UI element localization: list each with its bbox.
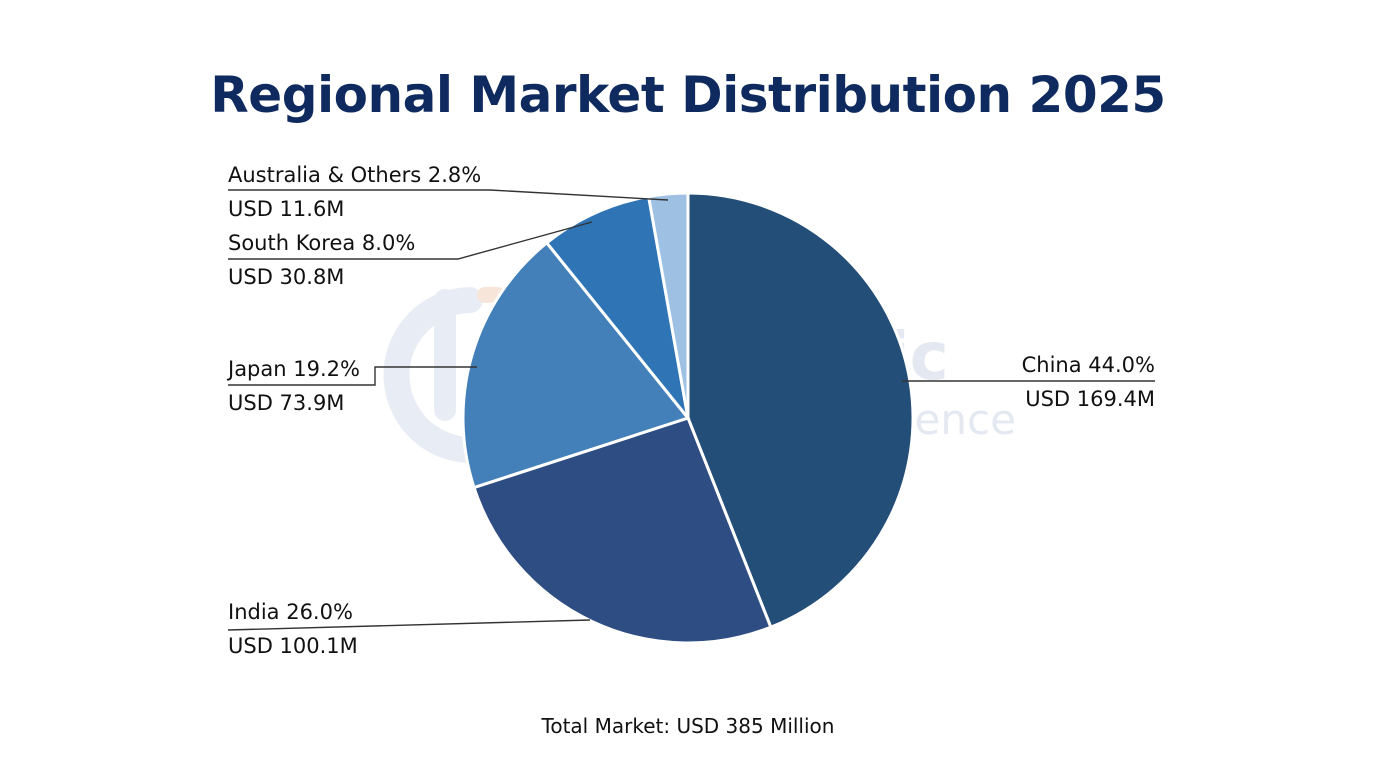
- label-china-name: China 44.0%: [1021, 353, 1155, 377]
- leader-line-australia: [228, 189, 669, 201]
- label-south-korea: South Korea 8.0% USD 30.8M: [228, 226, 415, 294]
- pie-slices: [461, 191, 915, 645]
- pie-slice-india: [472, 416, 773, 645]
- leader-line-south-korea: [228, 221, 593, 260]
- label-india-name: India 26.0%: [228, 600, 353, 624]
- pie-slice-australia-others: [646, 191, 690, 419]
- total-market-annotation: Total Market: USD 385 Million: [541, 714, 835, 738]
- label-india-value: USD 100.1M: [228, 634, 358, 658]
- chart-title: Regional Market Distribution 2025: [210, 66, 1166, 124]
- pie-slice-south-korea: [544, 194, 690, 419]
- label-india: India 26.0% USD 100.1M: [228, 595, 358, 663]
- label-japan-name: Japan 19.2%: [228, 357, 360, 381]
- leader-line-japan: [228, 366, 477, 386]
- label-australia: Australia & Others 2.8% USD 11.6M: [228, 158, 481, 226]
- label-south-korea-name: South Korea 8.0%: [228, 231, 416, 255]
- label-south-korea-value: USD 30.8M: [228, 265, 345, 289]
- label-japan-value: USD 73.9M: [228, 391, 345, 415]
- label-japan: Japan 19.2% USD 73.9M: [228, 352, 360, 420]
- leader-line-india: [227, 619, 591, 631]
- label-china: China 44.0% USD 169.4M: [955, 348, 1155, 416]
- label-australia-value: USD 11.6M: [228, 197, 345, 221]
- label-china-value: USD 169.4M: [1025, 387, 1155, 411]
- pie-slice-china: [686, 191, 915, 630]
- label-australia-name: Australia & Others 2.8%: [228, 163, 482, 187]
- pie-slice-japan: [461, 240, 691, 490]
